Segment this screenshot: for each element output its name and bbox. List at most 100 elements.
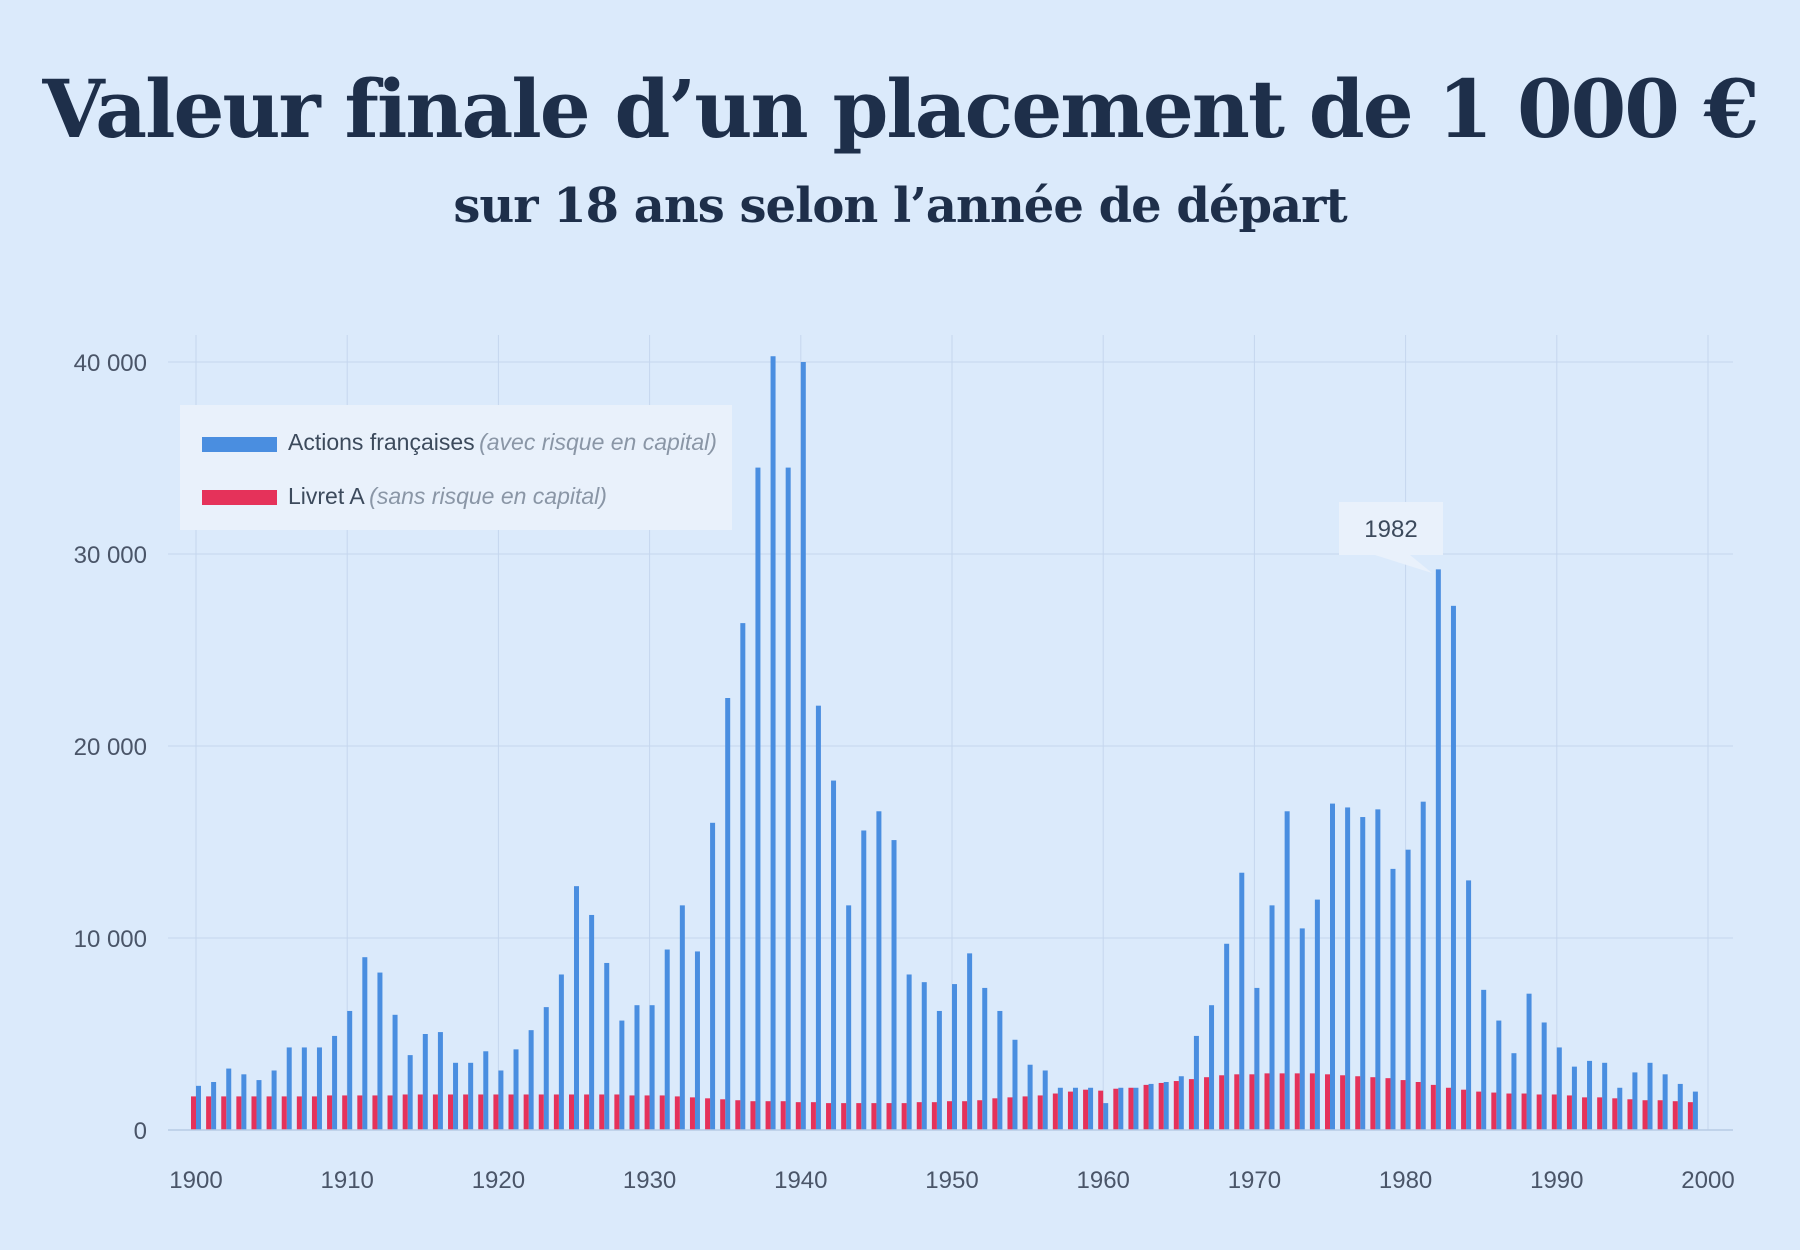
- bar-stocks-1993: [1602, 1062, 1608, 1130]
- bar-livret-1976: [1340, 1075, 1346, 1130]
- bar-stocks-1900: [196, 1085, 201, 1130]
- bar-livret-1973: [1294, 1073, 1300, 1130]
- bar-livret-1998: [1672, 1101, 1678, 1130]
- bar-livret-1949: [931, 1102, 937, 1130]
- bar-stocks-1946: [891, 840, 897, 1130]
- legend-label-stocks: Actions françaises: [288, 429, 475, 455]
- bar-livret-1965: [1173, 1081, 1179, 1130]
- y-tick-label: 0: [134, 1118, 147, 1145]
- y-tick-label: 40 000: [74, 350, 147, 377]
- bar-livret-1932: [674, 1096, 680, 1130]
- bar-livret-1936: [735, 1100, 741, 1130]
- bar-stocks-1983: [1450, 605, 1456, 1130]
- bar-livret-1905: [266, 1096, 272, 1130]
- bar-stocks-1945: [876, 811, 882, 1130]
- bar-livret-1929: [629, 1095, 635, 1130]
- bar-stocks-1971: [1269, 905, 1275, 1130]
- bar-stocks-1921: [513, 1049, 519, 1130]
- bar-livret-1968: [1219, 1075, 1225, 1130]
- bar-livret-1911: [357, 1095, 363, 1130]
- bar-livret-1972: [1279, 1073, 1285, 1130]
- bar-stocks-1977: [1360, 817, 1366, 1130]
- bar-livret-1910: [342, 1095, 348, 1130]
- bar-stocks-1948: [921, 982, 927, 1130]
- bar-livret-1901: [206, 1096, 212, 1130]
- x-tick-label: 1930: [623, 1167, 676, 1194]
- svg-text:Actions françaises (avec risqu: Actions françaises (avec risque en capit…: [288, 429, 717, 455]
- legend-note-livret: (sans risque en capital): [369, 483, 607, 509]
- bar-livret-1924: [553, 1094, 559, 1130]
- annotation-label: 1982: [1364, 516, 1417, 543]
- bar-livret-1970: [1249, 1074, 1255, 1130]
- bar-stocks-1931: [664, 949, 670, 1130]
- bar-stocks-1906: [286, 1047, 292, 1130]
- bar-stocks-1982: [1435, 569, 1441, 1130]
- legend-label-livret: Livret A: [288, 483, 365, 509]
- bar-livret-1937: [750, 1101, 756, 1130]
- bar-livret-1960: [1098, 1090, 1104, 1130]
- bar-livret-1906: [281, 1096, 287, 1130]
- bar-stocks-1962: [1133, 1087, 1139, 1130]
- bar-stocks-1956: [1042, 1070, 1048, 1130]
- bar-stocks-1944: [861, 830, 867, 1130]
- bar-livret-1900: [191, 1096, 196, 1130]
- bar-stocks-1903: [241, 1074, 247, 1130]
- bar-stocks-1919: [483, 1051, 489, 1130]
- annotation-box: [1339, 502, 1443, 573]
- bar-stocks-1947: [906, 974, 912, 1130]
- bar-stocks-1975: [1330, 803, 1335, 1130]
- bar-livret-1994: [1612, 1098, 1618, 1130]
- bar-stocks-1992: [1587, 1060, 1593, 1130]
- bar-stocks-1908: [316, 1047, 322, 1130]
- bar-livret-1957: [1052, 1093, 1058, 1130]
- bar-livret-1928: [614, 1094, 620, 1130]
- svg-text:Livret A (sans risque en capit: Livret A (sans risque en capital): [288, 483, 607, 509]
- bar-stocks-1927: [604, 962, 610, 1130]
- bar-stocks-1934: [710, 822, 716, 1130]
- bar-livret-1938: [765, 1101, 771, 1130]
- legend-note-stocks: (avec risque en capital): [479, 429, 717, 455]
- bar-stocks-1960: [1103, 1103, 1109, 1130]
- bar-stocks-1926: [589, 914, 595, 1130]
- bar-stocks-1901: [211, 1082, 217, 1130]
- bar-stocks-1991: [1571, 1066, 1577, 1130]
- annotation-callout: 1982: [1339, 502, 1443, 573]
- bar-stocks-1923: [543, 1007, 549, 1130]
- bar-livret-1907: [296, 1096, 302, 1130]
- bar-livret-1946: [886, 1103, 892, 1130]
- legend-box: [180, 405, 732, 530]
- bar-stocks-1973: [1299, 928, 1305, 1130]
- bar-livret-1956: [1037, 1095, 1043, 1130]
- legend: Actions françaises (avec risque en capit…: [180, 405, 732, 530]
- bar-livret-1962: [1128, 1087, 1134, 1130]
- bar-livret-1983: [1445, 1087, 1451, 1130]
- bar-livret-1923: [538, 1094, 544, 1130]
- bar-stocks-1920: [498, 1070, 504, 1130]
- bar-livret-1903: [236, 1096, 242, 1130]
- bar-livret-1985: [1476, 1091, 1482, 1130]
- bar-stocks-1917: [453, 1062, 459, 1130]
- bar-stocks-1989: [1541, 1022, 1547, 1130]
- bar-stocks-1979: [1390, 868, 1396, 1130]
- bar-stocks-1976: [1345, 807, 1351, 1130]
- bar-livret-1925: [569, 1094, 574, 1130]
- bar-livret-1992: [1582, 1097, 1588, 1130]
- x-tick-label: 1920: [472, 1167, 525, 1194]
- bar-livret-1908: [311, 1096, 317, 1130]
- y-tick-label: 20 000: [74, 734, 147, 761]
- bar-livret-1959: [1083, 1089, 1089, 1130]
- y-tick-label: 30 000: [74, 542, 147, 569]
- bar-stocks-1984: [1466, 880, 1472, 1130]
- bar-stocks-1949: [936, 1010, 942, 1130]
- bar-stocks-1930: [649, 1005, 655, 1130]
- bar-stocks-1915: [422, 1034, 428, 1130]
- bar-livret-1933: [689, 1097, 695, 1130]
- bar-livret-1999: [1687, 1102, 1693, 1130]
- bar-stocks-1985: [1481, 989, 1487, 1130]
- bar-livret-1996: [1642, 1100, 1648, 1130]
- bar-livret-1951: [962, 1101, 968, 1130]
- bar-stocks-1988: [1526, 993, 1532, 1130]
- bar-livret-1944: [856, 1103, 862, 1130]
